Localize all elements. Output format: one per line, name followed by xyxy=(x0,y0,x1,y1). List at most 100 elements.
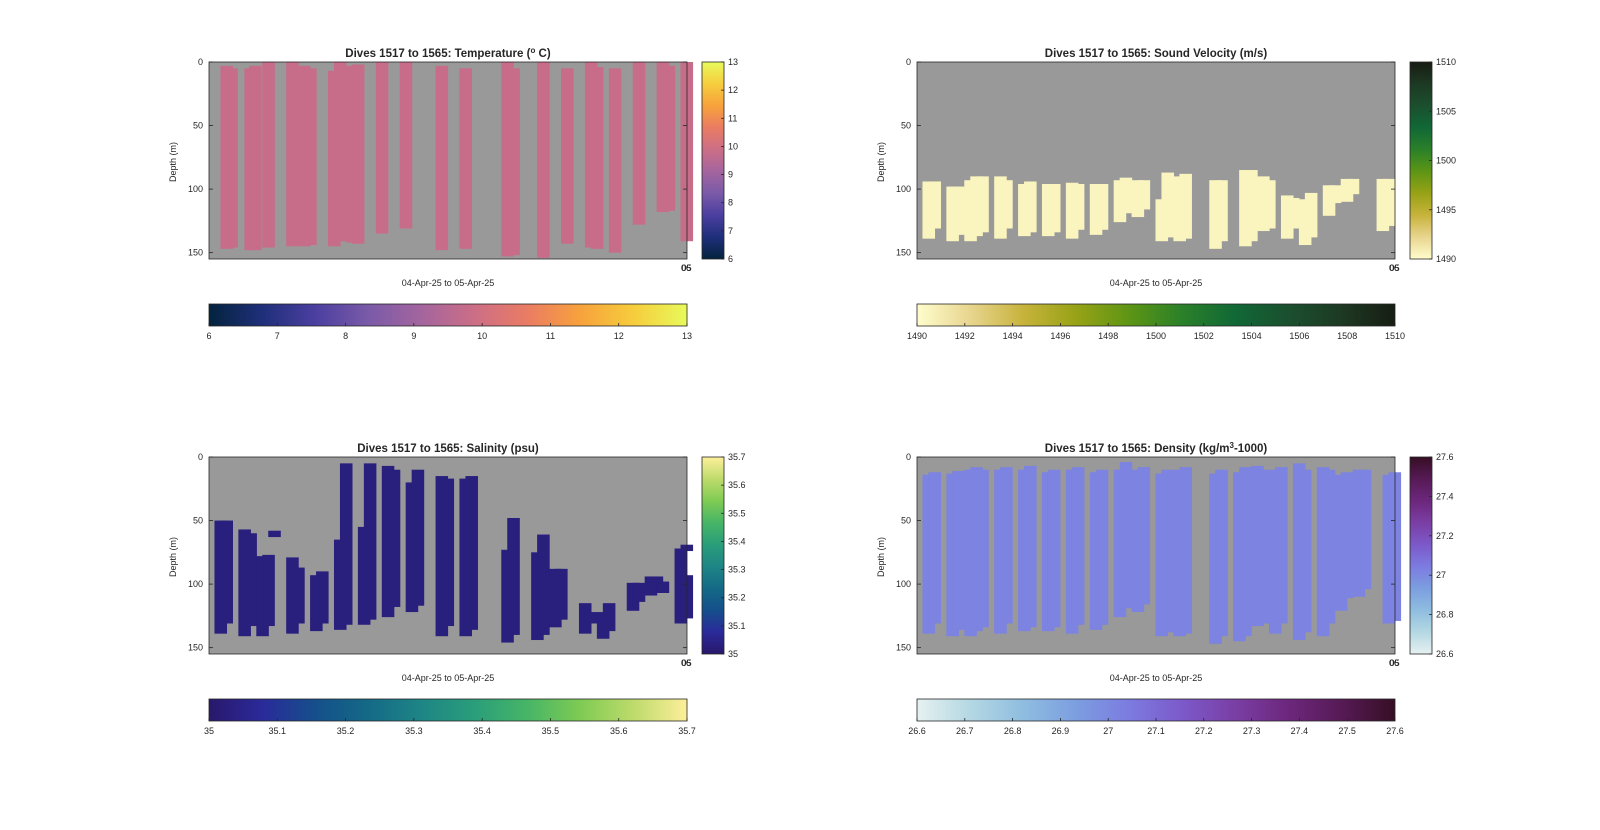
colorbar-tick-label: 1500 xyxy=(1146,331,1166,341)
dive-profile xyxy=(1340,472,1354,599)
plot-frame xyxy=(208,61,688,260)
y-tick-label: 150 xyxy=(188,248,203,258)
chart-panel-2: Dives 1517 to 1565: Sound Velocity (m/s)… xyxy=(876,48,1456,341)
x-tick-label: 06 xyxy=(1389,658,1399,668)
chart-title: Dives 1517 to 1565: Density (kg/m3-1000) xyxy=(1045,441,1268,455)
plot-frame xyxy=(916,456,1396,655)
y-tick-label: 150 xyxy=(896,248,911,258)
colorbar-tick-label: 26.7 xyxy=(956,726,974,736)
dive-profile xyxy=(304,68,317,246)
colorbar-tick-label: 1492 xyxy=(955,331,975,341)
dive-profile xyxy=(561,68,574,244)
colorbar-tick-label: 35.6 xyxy=(728,480,746,490)
x-axis-label: 04-Apr-25 to 05-Apr-25 xyxy=(402,278,495,288)
dive-profile xyxy=(608,68,622,253)
horizontal-colorbar xyxy=(208,698,688,722)
colorbar-tick-label: 35.3 xyxy=(728,565,746,575)
dive-profile xyxy=(632,582,646,602)
dive-profile xyxy=(976,176,989,233)
dive-profile xyxy=(1024,181,1037,233)
colorbar-tick-label: 13 xyxy=(728,57,738,67)
dive-profile xyxy=(1119,462,1133,609)
colorbar-tick-label: 1496 xyxy=(1050,331,1070,341)
chart-title: Dives 1517 to 1565: Salinity (psu) xyxy=(357,443,539,455)
x-axis-label: 04-Apr-25 to 05-Apr-25 xyxy=(1110,673,1203,683)
colorbar-tick-label: 35.5 xyxy=(542,726,560,736)
y-tick-label: 100 xyxy=(188,579,203,589)
colorbar-tick-label: 35.1 xyxy=(728,621,746,631)
horizontal-colorbar xyxy=(916,303,1396,327)
horizontal-colorbar xyxy=(916,698,1396,722)
dive-profile xyxy=(1047,184,1061,233)
dive-profile xyxy=(602,603,616,632)
colorbar-tick-label: 1508 xyxy=(1337,331,1357,341)
dive-profile xyxy=(459,68,472,249)
y-tick-label: 50 xyxy=(193,121,203,131)
dive-profile xyxy=(1358,469,1372,590)
colorbar-tick-label: 6 xyxy=(206,331,211,341)
colorbar-tick-label: 1510 xyxy=(1385,331,1405,341)
y-tick-label: 100 xyxy=(896,579,911,589)
vertical-colorbar xyxy=(701,456,725,655)
data-fragment xyxy=(1161,172,1175,179)
vertical-colorbar xyxy=(1409,456,1433,655)
dive-profile xyxy=(1095,469,1109,625)
colorbar-tick-label: 35 xyxy=(728,649,738,659)
dive-profile xyxy=(632,62,646,225)
dive-profile xyxy=(1215,180,1228,242)
colorbar-tick-label: 35.3 xyxy=(405,726,423,736)
colorbar-tick-label: 26.8 xyxy=(1436,610,1454,620)
colorbar-tick-label: 1504 xyxy=(1242,331,1262,341)
chart-title: Dives 1517 to 1565: Temperature (o C) xyxy=(345,46,551,60)
dive-profile xyxy=(249,65,262,251)
chart-panel-4: Dives 1517 to 1565: Density (kg/m3-1000)… xyxy=(876,441,1454,736)
dive-profile xyxy=(1000,180,1013,229)
plot-frame xyxy=(208,456,688,655)
colorbar-tick-label: 1498 xyxy=(1098,331,1118,341)
dive-profile xyxy=(1000,467,1013,624)
x-tick-label: 05 xyxy=(1390,263,1400,273)
colorbar-tick-label: 8 xyxy=(343,331,348,341)
y-tick-label: 150 xyxy=(896,643,911,653)
colorbar-tick-label: 1506 xyxy=(1289,331,1309,341)
y-tick-label: 150 xyxy=(188,643,203,653)
colorbar-tick-label: 13 xyxy=(682,331,692,341)
colorbar-tick-label: 12 xyxy=(614,331,624,341)
dive-profile xyxy=(1119,177,1133,214)
y-axis-label: Depth (m) xyxy=(168,142,178,182)
colorbar-tick-label: 12 xyxy=(728,85,738,95)
colorbar-tick-label: 35.1 xyxy=(269,726,287,736)
dive-profile xyxy=(220,520,233,624)
dive-profile xyxy=(1071,467,1085,625)
y-tick-label: 100 xyxy=(188,184,203,194)
dive-profile xyxy=(316,571,329,624)
colorbar-tick-label: 1510 xyxy=(1436,57,1456,67)
chart-panel-1: Dives 1517 to 1565: Temperature (o C) 0 50… xyxy=(168,46,738,341)
dive-profile xyxy=(399,62,413,229)
y-tick-label: 0 xyxy=(198,452,203,462)
x-axis-label: 04-Apr-25 to 05-Apr-25 xyxy=(1110,278,1203,288)
y-tick-label: 0 xyxy=(198,57,203,67)
x-tick-label: 06 xyxy=(1389,263,1399,273)
dive-profile xyxy=(928,181,941,229)
dive-profile xyxy=(244,533,257,627)
dive-profile xyxy=(1257,469,1270,624)
chart-panel-3: Dives 1517 to 1565: Salinity (psu) 05 0 100… xyxy=(168,443,746,736)
x-tick-label: 05 xyxy=(682,658,692,668)
colorbar-tick-label: 26.6 xyxy=(1436,649,1454,659)
dive-profile xyxy=(1095,184,1109,230)
y-axis-label: Depth (m) xyxy=(876,537,886,577)
dive-profile xyxy=(1328,185,1342,204)
x-tick-label: 05 xyxy=(1390,658,1400,668)
colorbar-tick-label: 27.6 xyxy=(1436,452,1454,462)
x-axis-label: 04-Apr-25 to 05-Apr-25 xyxy=(402,673,495,683)
colorbar-tick-label: 26.8 xyxy=(1004,726,1022,736)
dive-profile xyxy=(1275,467,1288,624)
x-tick-label: 06 xyxy=(681,658,691,668)
colorbar-tick-label: 27 xyxy=(1103,726,1113,736)
dive-profile xyxy=(292,567,305,624)
chart-title: Dives 1517 to 1565: Sound Velocity (m/s) xyxy=(1045,48,1268,60)
colorbar-tick-label: 11 xyxy=(546,331,555,341)
dive-profile xyxy=(928,472,941,624)
